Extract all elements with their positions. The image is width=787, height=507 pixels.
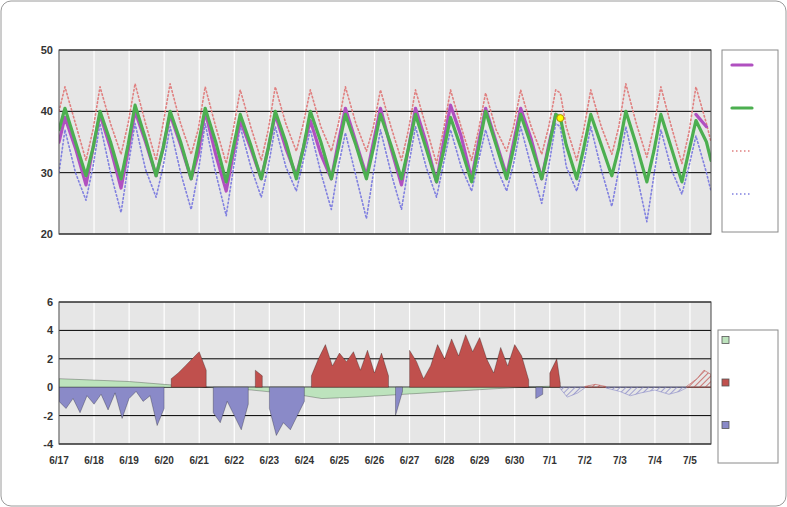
area <box>585 370 711 387</box>
x-tick-label: 6/27 <box>400 455 420 466</box>
y-tick-label: 0 <box>47 381 53 393</box>
plot-frame <box>59 50 711 234</box>
x-tick-label: 6/24 <box>295 455 315 466</box>
y-grid-line <box>59 111 711 112</box>
legend-box <box>722 50 778 232</box>
x-grid-line <box>654 302 655 444</box>
x-grid-line <box>584 302 585 444</box>
x-tick-label: 6/29 <box>470 455 490 466</box>
legend-swatch <box>722 337 729 344</box>
legend <box>722 50 778 232</box>
x-tick-label: 6/30 <box>505 455 525 466</box>
y-tick-label: 20 <box>41 228 53 240</box>
data-point <box>557 115 564 122</box>
x-tick-label: 6/23 <box>260 455 280 466</box>
x-tick-label: 6/26 <box>365 455 385 466</box>
x-grid-line <box>269 302 270 444</box>
x-tick-label: 6/22 <box>225 455 245 466</box>
chart-root: 20 30 40 50 -4 -2 0 2 4 6 6/17 6/18 6/19 6/20 6/21 6/22… <box>0 0 787 507</box>
x-tick-label: 7/1 <box>543 455 557 466</box>
outer-frame <box>1 1 786 506</box>
x-tick-label: 7/2 <box>578 455 592 466</box>
x-tick-label: 6/17 <box>49 455 69 466</box>
x-tick-label: 6/25 <box>330 455 350 466</box>
plot-background <box>59 302 711 444</box>
y-tick-label: 40 <box>41 105 53 117</box>
series-group <box>59 335 711 436</box>
area <box>560 387 686 397</box>
panel: 20 30 40 50 <box>41 44 711 240</box>
line <box>59 105 711 182</box>
plot-background <box>59 50 711 234</box>
y-grid-line <box>59 330 711 331</box>
x-tick-label: 6/18 <box>84 455 104 466</box>
y-tick-label: -2 <box>43 410 53 422</box>
legend-swatch <box>732 150 752 152</box>
x-tick-label: 6/19 <box>119 455 139 466</box>
y-grid-line <box>59 358 711 359</box>
y-tick-label: 4 <box>47 324 54 336</box>
legend-swatch <box>722 422 729 429</box>
x-grid-line <box>164 302 165 444</box>
legend <box>718 330 778 463</box>
x-tick-label: 6/28 <box>435 455 455 466</box>
x-tick-label: 6/20 <box>154 455 174 466</box>
y-tick-label: 2 <box>47 353 53 365</box>
legend-swatch <box>732 63 752 66</box>
x-grid-line <box>93 302 94 444</box>
y-tick-label: -4 <box>43 438 54 450</box>
series-group <box>59 84 711 222</box>
x-grid-line <box>234 302 235 444</box>
x-tick-label: 7/5 <box>683 455 697 466</box>
y-tick-label: 6 <box>47 296 53 308</box>
legend-box <box>718 330 778 463</box>
x-grid-line <box>304 302 305 444</box>
x-tick-label: 7/4 <box>648 455 662 466</box>
y-tick-label: 30 <box>41 167 53 179</box>
x-tick-label: 7/3 <box>613 455 627 466</box>
panel: -4 -2 0 2 4 6 6/17 6/18 6/19 6/20 6/21 6/22 6/23 6/24… <box>43 296 711 466</box>
area <box>59 387 543 435</box>
x-tick-label: 6/21 <box>189 455 209 466</box>
area <box>171 335 560 388</box>
x-grid-line <box>689 302 690 444</box>
legend-swatch <box>732 106 752 109</box>
plot-frame <box>59 302 711 444</box>
x-grid-line <box>129 302 130 444</box>
x-grid-line <box>619 302 620 444</box>
legend-swatch <box>722 379 729 386</box>
y-tick-label: 50 <box>41 44 53 56</box>
legend-swatch <box>732 193 752 195</box>
